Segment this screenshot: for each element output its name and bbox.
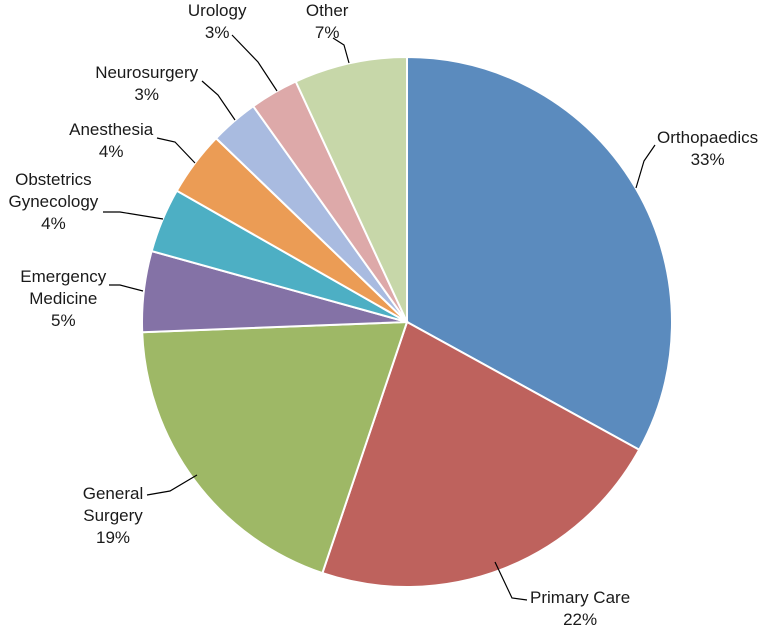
leader-line-neurosurgery xyxy=(201,80,236,121)
pie-slices xyxy=(141,55,673,588)
leader-line-obstetrics-gynecology xyxy=(103,211,164,220)
slice-label-obstetrics-gynecology: Obstetrics Gynecology 4% xyxy=(9,170,99,233)
slice-percent-urology: 3% xyxy=(205,23,230,42)
slice-percent-other: 7% xyxy=(315,23,340,42)
pie-slice-orthopaedics xyxy=(406,55,673,452)
leader-line-primary-care xyxy=(494,561,528,601)
slice-label-general-surgery: General Surgery 19% xyxy=(83,484,144,547)
pie-slice-general-surgery xyxy=(141,320,409,575)
slice-label-anesthesia: Anesthesia 4% xyxy=(69,120,154,161)
slice-percent-orthopaedics: 33% xyxy=(691,150,725,169)
slice-percent-anesthesia: 4% xyxy=(99,142,124,161)
leader-lines xyxy=(103,34,656,601)
slice-label-emergency-medicine: Emergency Medicine 5% xyxy=(20,267,106,330)
slice-label-orthopaedics: Orthopaedics 33% xyxy=(657,128,758,169)
leader-line-orthopaedics xyxy=(635,144,656,189)
pie-slice-other xyxy=(294,55,408,323)
slice-label-neurosurgery: Neurosurgery 3% xyxy=(95,63,198,104)
slice-percent-primary-care: 22% xyxy=(563,610,597,627)
slice-percent-neurosurgery: 3% xyxy=(134,85,159,104)
slice-percent-general-surgery: 19% xyxy=(96,528,130,547)
slice-label-urology: Urology 3% xyxy=(188,1,247,42)
pie-slice-primary-care xyxy=(321,320,641,588)
leader-line-emergency-medicine xyxy=(109,284,144,292)
slice-labels: Orthopaedics 33% Primary Care 22% General Sur… xyxy=(9,1,759,627)
slice-label-other: Other 7% xyxy=(306,1,349,42)
leader-line-anesthesia xyxy=(156,137,196,164)
leader-line-other xyxy=(332,37,350,64)
slice-percent-emergency-medicine: 5% xyxy=(51,311,76,330)
slice-label-primary-care: Primary Care 22% xyxy=(530,588,630,627)
leader-line-general-surgery xyxy=(146,474,198,496)
leader-line-urology xyxy=(231,34,278,92)
slice-percent-obstetrics-gynecology: 4% xyxy=(41,214,66,233)
